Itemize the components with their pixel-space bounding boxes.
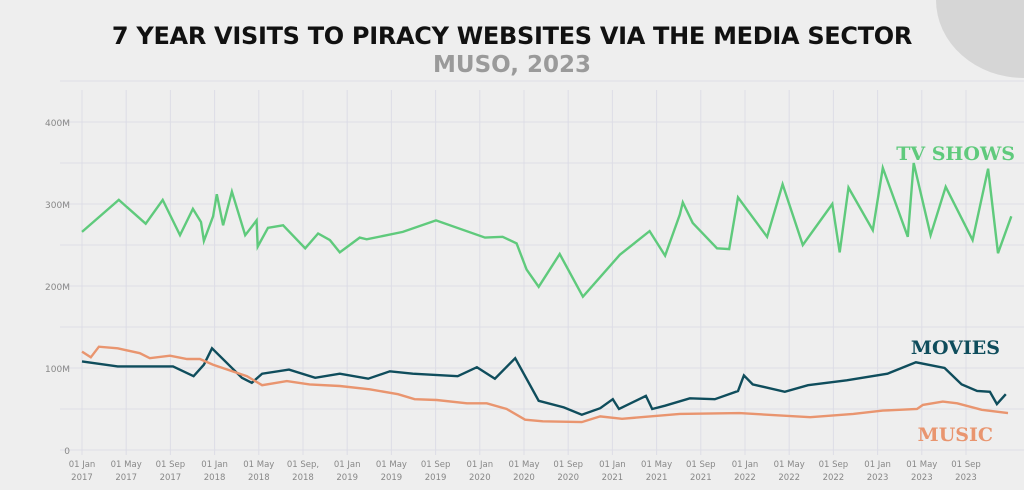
series-label-movies: MOVIES — [911, 337, 1000, 359]
x-tick-label: 01 Jan — [69, 460, 96, 470]
x-tick-year: 2022 — [823, 473, 845, 483]
x-tick-label: 01 Sep — [156, 460, 186, 470]
x-tick-label: 01 May — [774, 460, 805, 470]
x-tick-year: 2017 — [160, 473, 182, 483]
x-tick-label: 01 May — [376, 460, 407, 470]
chart-title: 7 YEAR VISITS TO PIRACY WEBSITES VIA THE… — [111, 22, 913, 50]
x-tick-year: 2017 — [71, 473, 93, 483]
x-tick-label: 01 May — [641, 460, 672, 470]
x-tick-label: 01 Jan — [732, 460, 759, 470]
series-label-tv-shows: TV SHOWS — [896, 143, 1015, 165]
x-tick-label: 01 Jan — [201, 460, 228, 470]
x-tick-label: 01 May — [906, 460, 937, 470]
x-tick-label: 01 Sep — [819, 460, 849, 470]
x-tick-label: 01 May — [243, 460, 274, 470]
x-tick-label: 01 May — [111, 460, 142, 470]
x-tick-year: 2019 — [425, 473, 447, 483]
x-tick-year: 2022 — [734, 473, 756, 483]
x-tick-year: 2020 — [469, 473, 491, 483]
x-tick-year: 2020 — [557, 473, 579, 483]
x-tick-year: 2021 — [646, 473, 668, 483]
x-tick-year: 2021 — [602, 473, 624, 483]
chart-subtitle: MUSO, 2023 — [433, 52, 591, 78]
x-tick-label: 01 Jan — [334, 460, 361, 470]
y-tick-label: 400M — [45, 119, 70, 129]
x-tick-year: 2023 — [955, 473, 977, 483]
x-tick-year: 2018 — [248, 473, 270, 483]
y-tick-label: 0 — [64, 447, 70, 457]
x-tick-label: 01 Sep — [421, 460, 451, 470]
x-tick-label: 01 May — [508, 460, 539, 470]
x-tick-year: 2018 — [204, 473, 226, 483]
x-tick-year: 2019 — [381, 473, 403, 483]
x-tick-year: 2017 — [115, 473, 137, 483]
series-line-music — [81, 345, 1009, 424]
x-tick-label: 01 Sep — [553, 460, 583, 470]
x-tick-year: 2019 — [336, 473, 358, 483]
x-tick-year: 2020 — [513, 473, 535, 483]
x-tick-label: 01 Sep — [686, 460, 716, 470]
x-tick-year: 2021 — [690, 473, 712, 483]
x-tick-year: 2023 — [867, 473, 889, 483]
x-tick-year: 2023 — [911, 473, 933, 483]
x-tick-label: 01 Sep, — [287, 460, 319, 470]
series-label-music: MUSIC — [918, 424, 993, 446]
y-tick-label: 300M — [45, 201, 70, 211]
series-line-tv-shows — [81, 162, 1013, 299]
x-tick-label: 01 Jan — [599, 460, 626, 470]
x-tick-year: 2022 — [778, 473, 800, 483]
x-tick-label: 01 Jan — [466, 460, 493, 470]
y-tick-label: 200M — [45, 283, 70, 293]
x-tick-label: 01 Jan — [864, 460, 891, 470]
y-tick-label: 100M — [45, 365, 70, 375]
x-tick-label: 01 Sep — [951, 460, 981, 470]
series-line-movies — [81, 346, 1007, 416]
x-tick-year: 2018 — [292, 473, 314, 483]
